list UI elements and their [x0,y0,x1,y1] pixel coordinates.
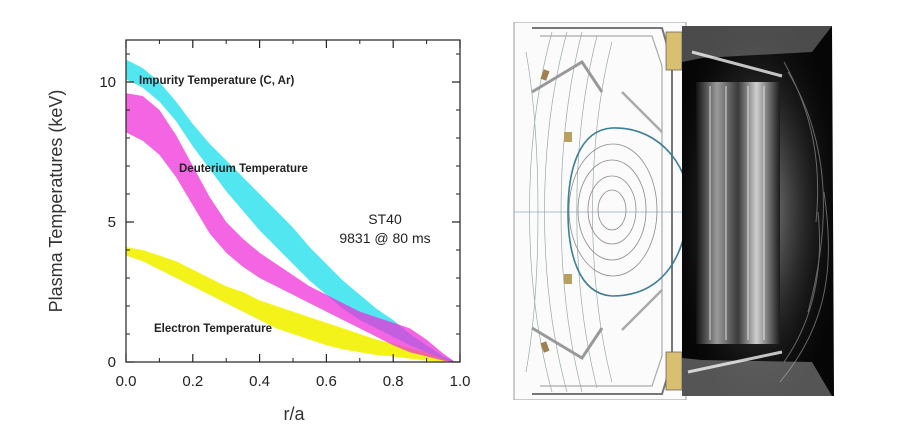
deuterium-band-label: Deuterium Temperature [179,163,308,175]
axis-ticks: 0.0 0.2 0.4 0.6 0.8 1.0 0 5 10 [99,40,470,390]
x-axis-label: r/a [283,404,305,424]
shot-annotation-line1: ST40 [368,211,402,227]
shot-annotation-line2: 9831 @ 80 ms [339,230,430,246]
x-tick-label: 0.6 [316,373,337,390]
band-electron [126,247,454,362]
y-tick-label: 10 [99,74,116,91]
y-tick-label: 0 [108,354,116,371]
x-tick-label: 0.8 [383,373,404,390]
y-axis-label: Plasma Temperatures (keV) [46,90,66,313]
coils [531,31,683,391]
x-tick-label: 0.0 [116,373,137,390]
temperature-bands [126,59,454,362]
last-closed-flux-surface [567,127,690,297]
band-impurity [126,59,454,362]
flux-surfaces [568,143,658,277]
y-tick-label: 5 [108,214,116,231]
electron-band-label: Electron Temperature [154,323,272,335]
equilibrium-cross-section [513,22,690,400]
x-tick-label: 1.0 [450,373,471,390]
temperature-profile-chart: 0.0 0.2 0.4 0.6 0.8 1.0 0 5 10 Plasma Temperatur… [46,39,470,424]
band-deuterium [126,93,454,362]
tokamak-figure [513,22,834,400]
x-tick-label: 0.4 [249,373,270,390]
impurity-band-label: Impurity Temperature (C, Ar) [139,75,294,87]
plasma-camera-image [682,26,834,396]
x-tick-label: 0.2 [182,373,203,390]
